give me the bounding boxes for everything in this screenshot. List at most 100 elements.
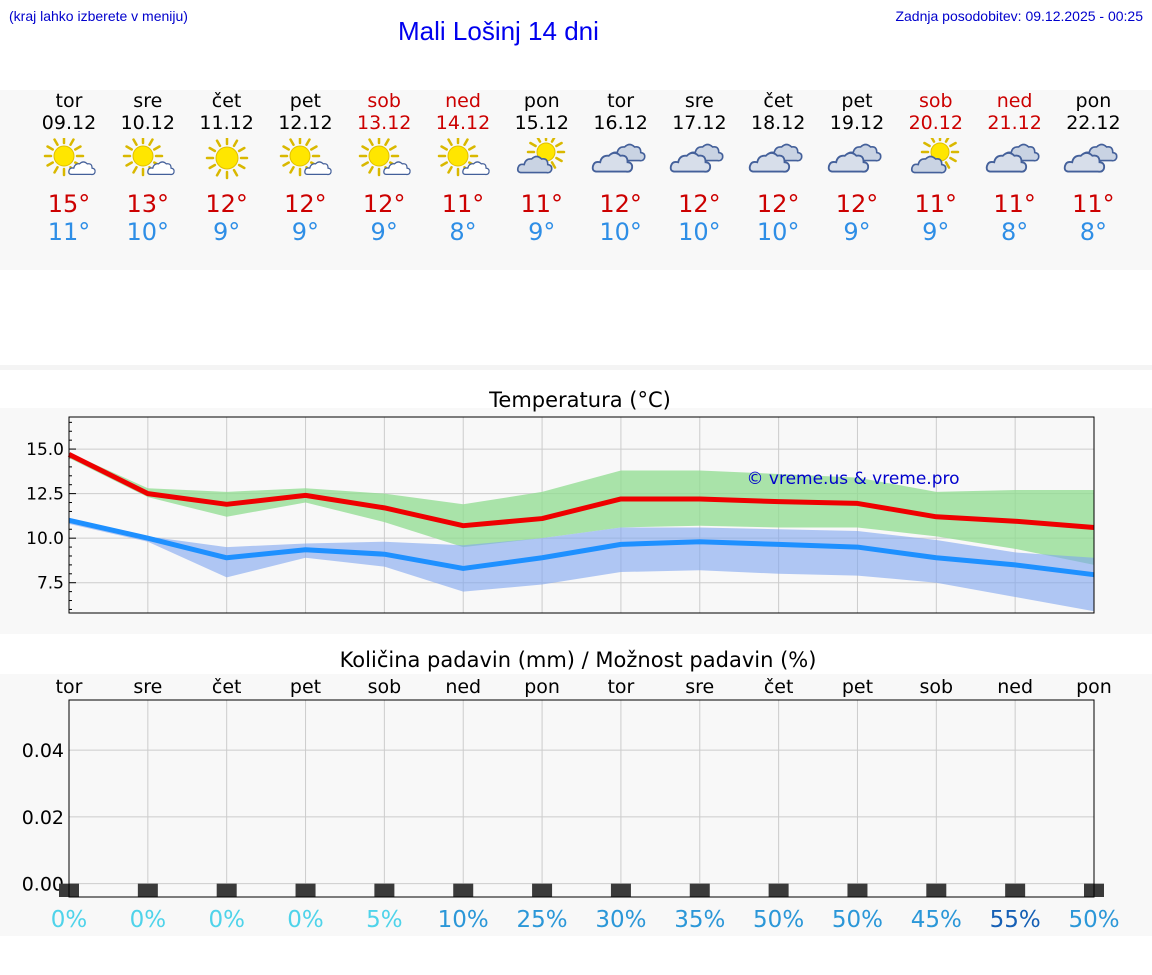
day-date: 14.12 <box>435 112 491 134</box>
min-temperature: 9° <box>370 218 398 246</box>
precipitation-probability: 5% <box>366 907 403 933</box>
sun-ray <box>53 166 59 174</box>
max-temperature: 11° <box>914 190 958 218</box>
sun-ray <box>468 145 476 151</box>
day-date: 18.12 <box>750 112 806 134</box>
sun-ray <box>125 161 133 167</box>
day-date: 10.12 <box>120 112 175 134</box>
day-date: 19.12 <box>829 112 885 134</box>
cloud-shape <box>68 161 96 176</box>
cloud-shape <box>516 155 553 174</box>
day-forecast: sre 10.12 13° 10° <box>108 90 188 246</box>
cloud-shape <box>910 155 947 174</box>
y-tick-label: 0.04 <box>22 740 64 762</box>
sun-ray <box>440 145 448 151</box>
precipitation-probability: 0% <box>130 907 167 933</box>
precipitation-bar <box>768 883 789 897</box>
precipitation-chart-title: Količina padavin (mm) / Možnost padavin … <box>340 648 817 672</box>
precipitation-bar <box>610 883 631 897</box>
sun-ray <box>368 138 374 146</box>
sun-ray <box>74 145 82 151</box>
cloud-shape <box>462 161 490 176</box>
sun-partly-cloudy-icon <box>43 138 96 177</box>
day-date: 20.12 <box>908 112 963 134</box>
sun-ray <box>447 166 453 174</box>
cloud-shape <box>748 151 791 173</box>
day-name: čet <box>763 90 793 112</box>
sun-ray <box>948 156 957 163</box>
forecast-band <box>0 90 1152 270</box>
sun-ray <box>237 163 246 170</box>
x-tick-label: pet <box>290 676 321 698</box>
sun-ray <box>305 138 312 146</box>
day-date: 09.12 <box>41 112 97 134</box>
sun-ray <box>46 145 54 151</box>
precipitation-probability: 45% <box>911 907 962 933</box>
sun-ray <box>922 141 931 148</box>
sun-disc <box>132 145 154 167</box>
sun-ray <box>463 138 469 146</box>
sun-ray <box>440 161 448 167</box>
day-name: pon <box>1075 90 1112 112</box>
cloud-outline <box>68 161 96 176</box>
cloud-shape <box>383 161 411 176</box>
cloud-shape <box>146 161 175 176</box>
cloud-outline <box>591 151 633 173</box>
sun-ray <box>554 141 563 148</box>
sun-disc <box>53 145 75 167</box>
sun-ray <box>282 161 291 167</box>
sun-partly-cloudy-icon <box>437 138 490 177</box>
min-temperature: 10° <box>126 218 170 246</box>
sun-ray <box>282 145 291 151</box>
min-temperature: 8° <box>1000 218 1029 246</box>
cloud-sun-icon <box>910 138 960 174</box>
cloud-outline <box>1064 151 1106 173</box>
sun-ray <box>215 139 221 148</box>
sun-ray <box>944 138 950 143</box>
day-name: sre <box>684 90 714 112</box>
y-tick-label: 0.00 <box>22 874 64 896</box>
cloud-outline <box>670 151 712 173</box>
x-tick-label: tor <box>56 676 83 698</box>
day-name: ned <box>445 90 481 112</box>
x-tick-label: ned <box>445 676 481 698</box>
sun-disc <box>368 145 390 167</box>
y-tick-label: 12.5 <box>26 485 64 505</box>
sun-disc <box>289 145 311 167</box>
day-date: 22.12 <box>1066 112 1121 134</box>
precipitation-probability: 55% <box>990 907 1041 933</box>
cloudy-icon <box>1064 143 1118 173</box>
x-tick-label: ned <box>997 676 1033 698</box>
max-temperature: 12° <box>599 190 642 218</box>
sun-shape <box>437 138 479 177</box>
day-name: sre <box>133 90 163 112</box>
max-temperature: 11° <box>520 190 564 218</box>
sun-ray <box>528 141 537 148</box>
precipitation-probability: 35% <box>674 907 725 933</box>
cloud-outline <box>748 151 791 173</box>
cloud-shape <box>670 151 712 173</box>
sun-ray <box>232 168 238 177</box>
watermark: © vreme.us & vreme.pro <box>746 469 959 489</box>
precipitation-probability: 25% <box>517 907 568 933</box>
max-temperature: 12° <box>362 190 406 218</box>
day-name: tor <box>55 90 83 112</box>
x-tick-label: sob <box>920 676 954 698</box>
cloud-outline <box>462 161 490 176</box>
day-forecast: sob 20.12 11° 9° <box>896 90 976 246</box>
sun-ray <box>125 145 133 151</box>
sun-ray <box>152 145 161 151</box>
sun-ray <box>550 161 557 169</box>
cloudy-icon <box>748 143 803 173</box>
day-name: sob <box>367 90 401 112</box>
cloud-shape <box>1064 151 1106 173</box>
sun-ray <box>232 139 238 148</box>
sun-ray <box>361 145 370 151</box>
sun-ray <box>361 161 370 167</box>
min-temperature: 9° <box>528 218 556 246</box>
min-temperature: 9° <box>843 218 871 246</box>
max-temperature: 11° <box>1072 190 1115 218</box>
min-temperature: 10° <box>599 218 642 246</box>
min-temperature: 8° <box>1079 218 1108 246</box>
page-title: Mali Lošinj 14 dni <box>398 16 599 46</box>
